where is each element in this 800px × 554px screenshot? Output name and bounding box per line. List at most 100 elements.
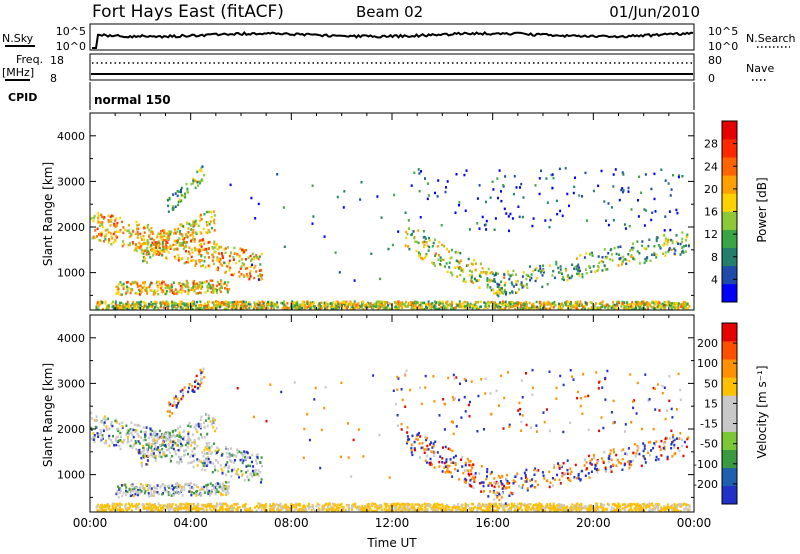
range-gate-cell <box>209 279 212 282</box>
range-gate-cell <box>180 188 182 192</box>
range-gate-cell <box>115 285 118 288</box>
range-gate-cell <box>559 265 562 268</box>
range-gate-cell <box>440 509 443 513</box>
range-gate-cell <box>448 266 451 269</box>
range-gate-cell <box>126 307 129 311</box>
range-gate-cell <box>677 242 679 245</box>
range-gate-cell <box>549 509 551 513</box>
range-gate-cell <box>150 443 153 446</box>
range-gate-cell <box>443 245 446 248</box>
range-gate-cell <box>375 504 378 507</box>
range-gate-cell <box>190 491 193 494</box>
range-gate-cell <box>200 218 203 221</box>
range-gate-cell <box>361 505 364 508</box>
range-gate-cell <box>178 303 181 306</box>
range-gate-cell <box>658 305 661 309</box>
range-gate-cell <box>350 303 353 306</box>
range-gate-cell <box>453 504 456 507</box>
range-gate-cell <box>207 417 210 420</box>
range-gate-cell <box>101 434 104 437</box>
range-gate-cell <box>148 502 151 506</box>
range-gate-cell <box>198 250 201 254</box>
range-gate-cell <box>151 241 154 245</box>
range-gate-cell <box>218 258 221 261</box>
range-gate-cell <box>171 443 174 447</box>
range-gate-cell <box>575 502 578 506</box>
range-gate-cell <box>112 232 115 236</box>
range-gate-cell <box>541 285 544 289</box>
range-gate-cell <box>119 228 122 232</box>
range-gate-cell <box>265 502 268 506</box>
range-gate-cell <box>434 506 437 509</box>
range-gate-cell <box>394 305 397 309</box>
range-gate-cell <box>197 459 200 463</box>
range-gate-cell <box>135 306 138 310</box>
range-gate-cell <box>203 436 206 439</box>
range-gate-cell <box>414 503 417 506</box>
range-gate-cell <box>130 289 133 292</box>
range-gate-cell <box>175 240 178 243</box>
range-gate-cell <box>424 505 426 509</box>
range-gate-cell <box>621 187 624 190</box>
range-gate-cell <box>152 291 155 294</box>
range-gate-cell <box>98 509 101 512</box>
range-gate-cell <box>153 494 155 498</box>
range-gate-cell <box>398 506 401 510</box>
range-gate-cell <box>135 504 138 508</box>
range-gate-cell <box>116 427 119 431</box>
range-gate-cell <box>339 509 342 512</box>
range-gate-cell <box>546 307 549 310</box>
range-gate-cell <box>630 254 633 257</box>
range-gate-cell <box>91 237 94 240</box>
range-gate-cell <box>358 304 361 308</box>
range-gate-cell <box>556 504 559 507</box>
range-gate-cell <box>282 206 285 209</box>
range-gate-cell <box>437 503 440 506</box>
range-gate-cell <box>199 384 202 388</box>
range-gate-cell <box>619 504 622 508</box>
range-gate-cell <box>102 217 105 221</box>
range-gate-cell <box>546 283 549 286</box>
range-gate-cell <box>139 303 142 306</box>
range-gate-cell <box>543 303 546 307</box>
range-gate-cell <box>636 504 639 508</box>
range-gate-cell <box>199 373 202 376</box>
range-gate-cell <box>569 307 572 311</box>
range-gate-cell <box>97 233 100 236</box>
range-gate-cell <box>469 302 472 306</box>
range-gate-cell <box>167 199 169 202</box>
range-gate-cell <box>185 284 188 287</box>
range-gate-cell <box>169 437 172 441</box>
range-gate-cell <box>517 205 520 208</box>
range-gate-cell <box>124 483 127 487</box>
range-gate-cell <box>115 502 118 506</box>
range-gate-cell <box>442 304 445 308</box>
range-gate-cell <box>116 236 119 239</box>
range-gate-cell <box>504 281 507 285</box>
range-gate-cell <box>147 488 150 492</box>
range-gate-cell <box>428 504 431 508</box>
range-gate-cell <box>207 241 210 244</box>
range-gate-cell <box>170 245 173 248</box>
range-gate-cell <box>442 258 445 262</box>
range-gate-cell <box>238 450 241 453</box>
range-gate-cell <box>180 485 183 489</box>
range-gate-cell <box>227 481 230 484</box>
range-gate-cell <box>230 305 233 308</box>
range-gate-cell <box>313 301 316 304</box>
range-gate-cell <box>205 247 208 251</box>
range-gate-cell <box>223 287 226 290</box>
range-gate-cell <box>147 487 150 490</box>
range-gate-cell <box>294 302 297 305</box>
range-gate-cell <box>173 255 176 259</box>
range-gate-cell <box>206 289 209 292</box>
range-gate-cell <box>661 302 664 306</box>
range-gate-cell <box>498 283 500 286</box>
range-gate-cell <box>114 239 117 243</box>
range-gate-cell <box>439 503 442 507</box>
range-gate-cell <box>350 304 353 307</box>
range-gate-cell <box>193 440 196 444</box>
range-gate-cell <box>549 302 552 306</box>
range-gate-cell <box>507 503 510 506</box>
range-gate-cell <box>476 306 479 310</box>
